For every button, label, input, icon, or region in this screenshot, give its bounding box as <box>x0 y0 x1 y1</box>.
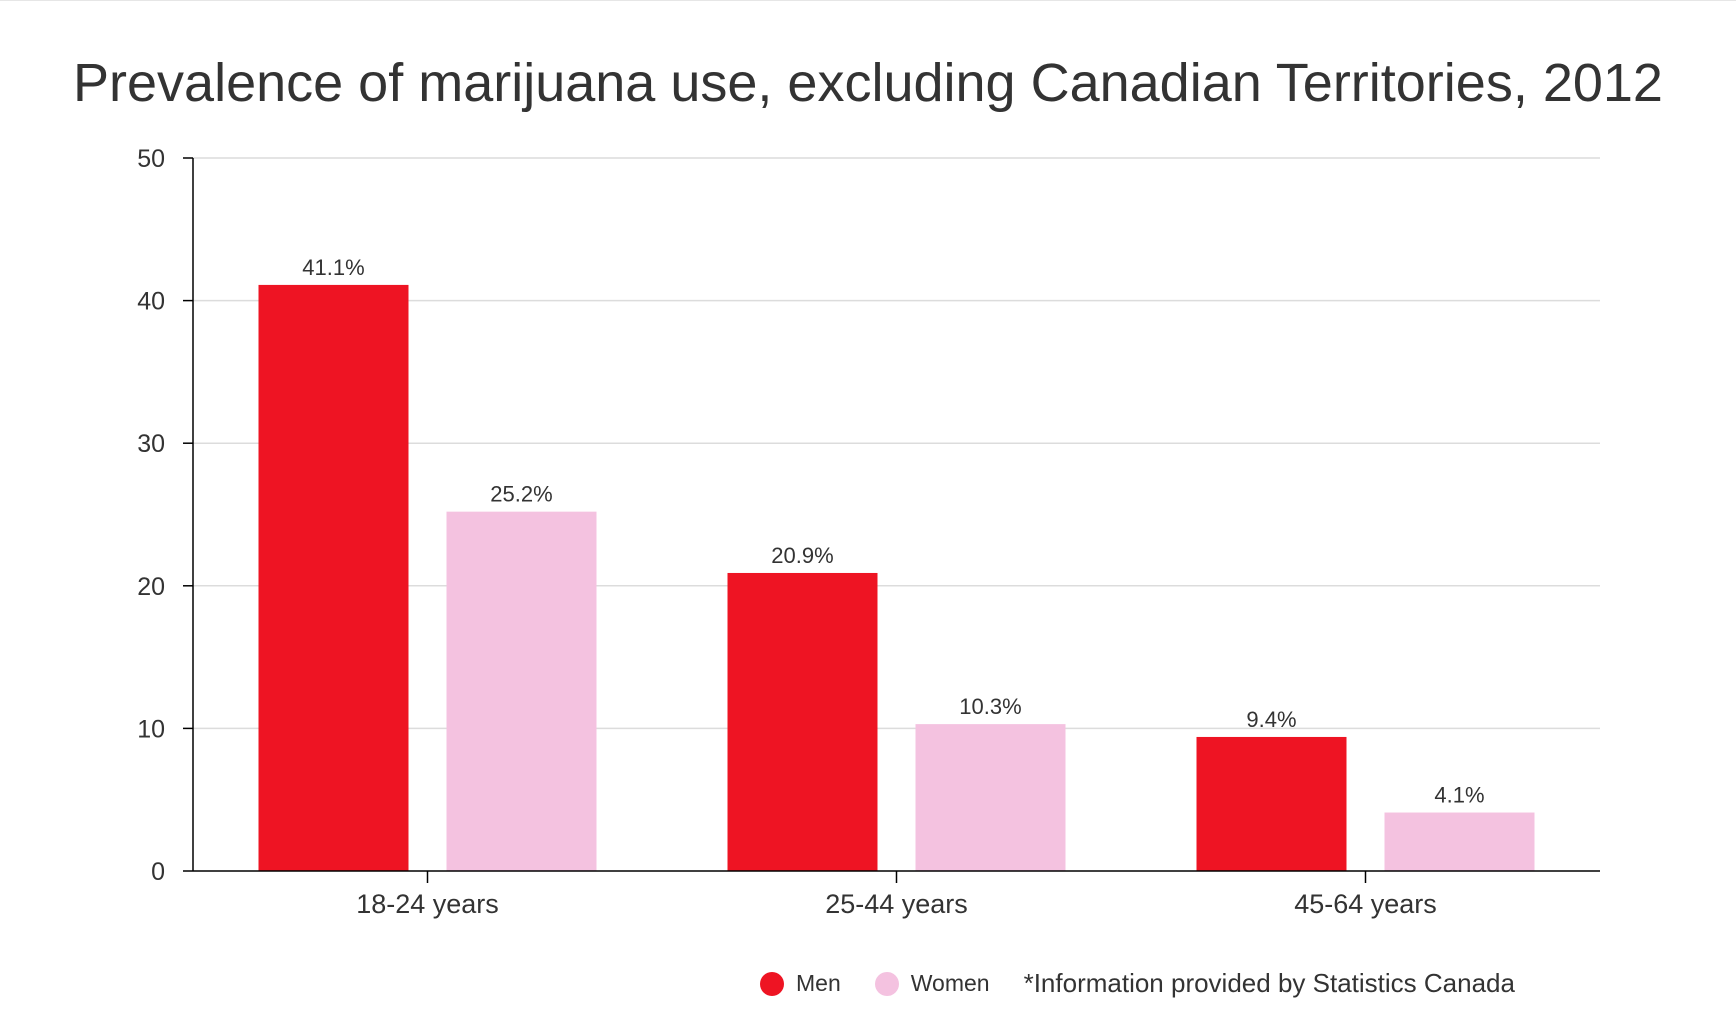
data-label-men-2: 9.4% <box>1246 707 1296 732</box>
data-labels: 41.1% 25.2% 20.9% 10.3% 9.4% 4.1% <box>302 255 1484 808</box>
y-tick-label-30: 30 <box>137 430 165 458</box>
legend-label-women: Women <box>910 970 990 996</box>
legend-item-women: Women <box>874 970 990 997</box>
legend-swatch-men <box>760 971 784 996</box>
data-label-men-1: 20.9% <box>771 543 833 568</box>
y-tick-label-40: 40 <box>137 288 165 316</box>
legend: Men Women *Information provided by Stati… <box>760 968 1515 999</box>
legend-swatch-women <box>874 971 899 996</box>
data-label-women-1: 10.3% <box>959 694 1021 719</box>
y-tick-label-0: 0 <box>151 858 165 886</box>
y-tick-label-10: 10 <box>137 715 165 743</box>
y-tick-label-20: 20 <box>137 573 165 601</box>
bars <box>258 284 1535 871</box>
top-divider <box>0 0 1736 1</box>
y-tick-label-50: 50 <box>137 145 165 173</box>
data-label-men-0: 41.1% <box>302 255 364 280</box>
bar-men-1 <box>727 572 878 871</box>
bar-men-0 <box>258 284 409 871</box>
x-tick-label-1: 25-44 years <box>825 889 968 919</box>
axes: 0 10 20 30 40 50 18-24 years 25-44 years 45-64 y… <box>137 145 1600 919</box>
legend-label-men: Men <box>796 970 841 996</box>
data-label-women-0: 25.2% <box>490 482 552 507</box>
grid-lines <box>193 157 1600 730</box>
bar-women-0 <box>446 511 597 871</box>
bar-men-2 <box>1196 736 1347 871</box>
bar-women-1 <box>915 724 1066 871</box>
bar-women-2 <box>1384 812 1535 871</box>
legend-item-men: Men <box>760 970 841 997</box>
x-tick-label-2: 45-64 years <box>1294 889 1437 919</box>
source-note: *Information provided by Statistics Cana… <box>1023 968 1515 998</box>
chart-title: Prevalence of marijuana use, excluding C… <box>73 53 1663 113</box>
x-tick-label-0: 18-24 years <box>356 889 499 919</box>
data-label-women-2: 4.1% <box>1434 783 1484 808</box>
